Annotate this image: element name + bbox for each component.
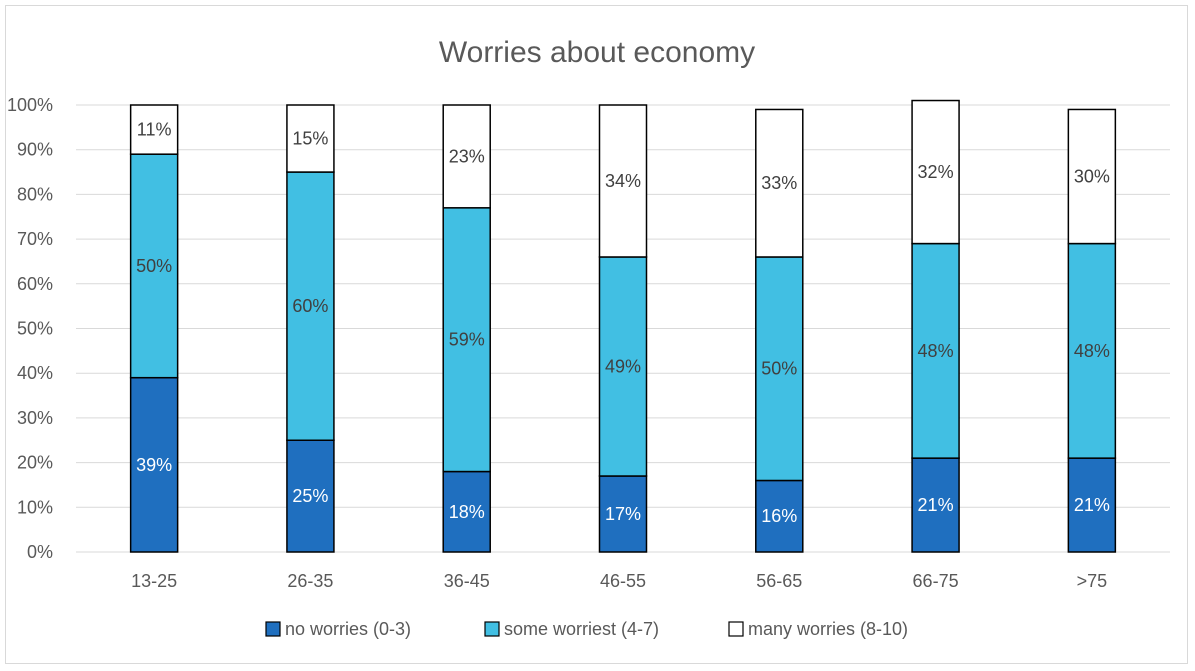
- data-label: 11%: [137, 120, 172, 140]
- x-tick-label: 36-45: [444, 571, 490, 591]
- y-axis: 0% 10% 20% 30% 40% 50% 60% 70% 80% 90% 100%: [7, 95, 53, 562]
- legend-label: some worriest (4-7): [504, 619, 659, 639]
- legend-label: no worries (0-3): [285, 619, 411, 639]
- x-tick-label: 66-75: [913, 571, 959, 591]
- y-tick-label: 20%: [17, 453, 53, 473]
- data-label: 59%: [449, 330, 485, 350]
- bar-segment: [129, 104, 179, 155]
- data-label: 18%: [449, 502, 485, 522]
- data-label: 32%: [918, 162, 954, 182]
- bar-segment: [911, 99, 960, 245]
- y-tick-label: 90%: [17, 140, 53, 160]
- bar-segment: [598, 475, 648, 553]
- y-tick-label: 30%: [17, 408, 53, 428]
- y-tick-label: 10%: [17, 497, 53, 517]
- bar-segment: [129, 376, 179, 553]
- data-label: 33%: [761, 173, 797, 193]
- legend-swatch: [265, 621, 281, 637]
- legend-swatch: [728, 621, 744, 637]
- bar-segment: [286, 439, 335, 553]
- data-label: 60%: [292, 296, 328, 316]
- bar-segment: [755, 256, 804, 482]
- chart-title: Worries about economy: [439, 36, 755, 69]
- bar-segment: [755, 108, 804, 258]
- y-tick-label: 50%: [17, 319, 53, 339]
- data-label: 39%: [136, 455, 172, 475]
- data-label: 21%: [918, 495, 954, 515]
- x-tick-label: 46-55: [600, 571, 646, 591]
- data-label: 34%: [605, 171, 641, 191]
- data-label: 23%: [449, 146, 485, 166]
- x-tick-label: >75: [1077, 571, 1108, 591]
- data-label: 30%: [1074, 167, 1110, 187]
- data-label: 15%: [292, 129, 328, 149]
- y-tick-label: 70%: [17, 229, 53, 249]
- y-tick-label: 80%: [17, 184, 53, 204]
- bars: [129, 99, 1117, 553]
- y-tick-label: 60%: [17, 274, 53, 294]
- data-label: 17%: [605, 504, 641, 524]
- x-tick-label: 13-25: [131, 571, 177, 591]
- data-label: 21%: [1074, 495, 1110, 515]
- data-label: 50%: [761, 359, 797, 379]
- bar-segment: [442, 207, 491, 473]
- data-label: 16%: [761, 506, 797, 526]
- y-tick-label: 0%: [27, 542, 53, 562]
- legend: no worries (0-3) some worriest (4-7) many …: [265, 619, 908, 639]
- data-label: 49%: [605, 356, 641, 376]
- y-tick-label: 40%: [17, 363, 53, 383]
- data-label: 48%: [1074, 341, 1110, 361]
- bar-segment: [129, 153, 179, 379]
- x-tick-label: 56-65: [756, 571, 802, 591]
- x-axis: 13-25 26-35 36-45 46-55 56-65 66-75 >75: [131, 571, 1107, 591]
- y-tick-label: 100%: [7, 95, 53, 115]
- bar-segment: [286, 104, 335, 173]
- chart-frame: [5, 5, 1188, 664]
- bar-segment: [1067, 457, 1117, 553]
- legend-label: many worries (8-10): [748, 619, 908, 639]
- data-label: 25%: [292, 486, 328, 506]
- bar-segment: [598, 256, 648, 477]
- bar-segment: [442, 104, 491, 209]
- legend-swatch: [484, 621, 500, 637]
- data-label: 48%: [918, 341, 954, 361]
- x-tick-label: 26-35: [287, 571, 333, 591]
- bar-segment: [598, 104, 648, 258]
- data-labels: 39% 50% 11% 25% 60% 15% 18% 59% 23% 17% 49% 34% 16% 5…: [136, 120, 1110, 527]
- bar-segment: [1067, 108, 1117, 245]
- bar-segment: [911, 242, 960, 459]
- data-label: 50%: [136, 256, 172, 276]
